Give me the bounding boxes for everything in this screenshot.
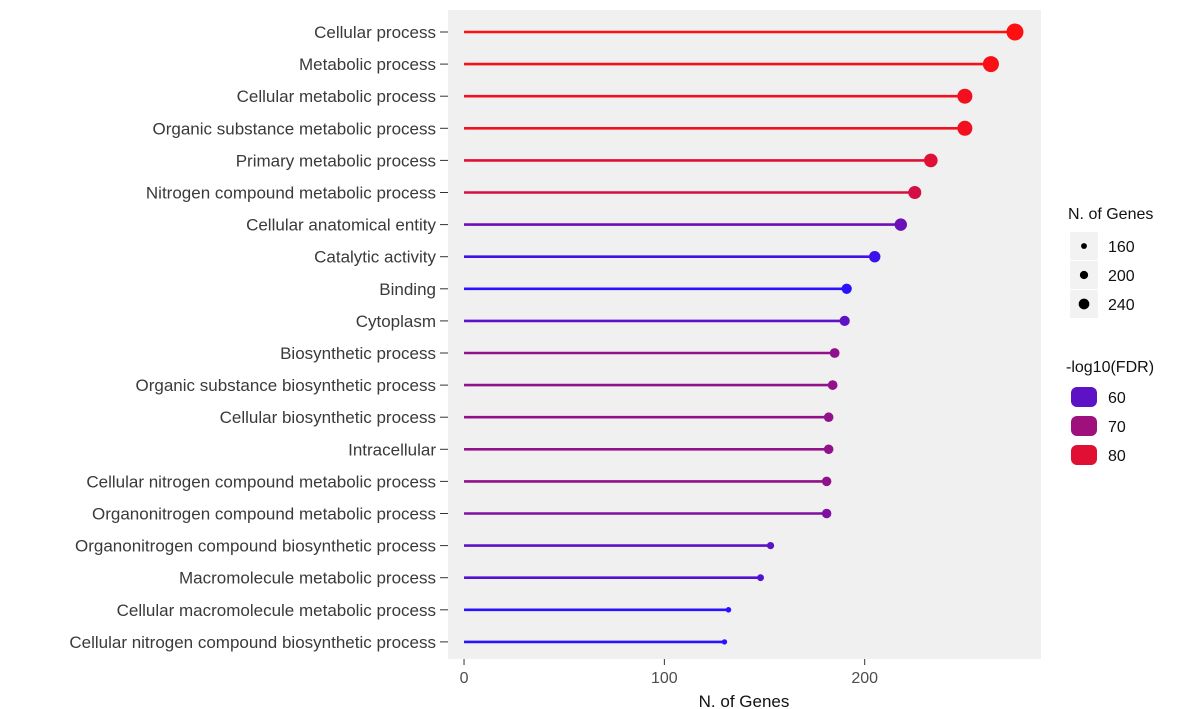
category-label: Cellular nitrogen compound metabolic pro… (86, 472, 436, 491)
lollipop-point (894, 218, 907, 231)
lollipop-point (957, 88, 973, 104)
color-legend-title: -log10(FDR) (1066, 359, 1154, 376)
category-label: Catalytic activity (314, 248, 436, 267)
size-legend-label: 200 (1108, 268, 1135, 285)
lollipop-point (823, 412, 834, 422)
color-legend-label: 70 (1108, 419, 1126, 436)
size-legend-label: 160 (1108, 239, 1135, 256)
lollipop-point (821, 508, 832, 519)
lollipop-point (757, 574, 764, 582)
plot-panel (448, 10, 1041, 659)
size-legend-dot (1079, 270, 1089, 280)
lollipop-point (1006, 23, 1024, 41)
lollipop-point (869, 251, 881, 263)
category-label: Nitrogen compound metabolic process (146, 184, 436, 203)
category-label: Macromolecule metabolic process (179, 569, 436, 588)
lollipop-point (725, 607, 732, 613)
category-label: Cellular macromolecule metabolic process (117, 601, 436, 620)
lollipop-point (721, 639, 728, 645)
category-label: Binding (379, 280, 436, 299)
lollipop-point (923, 153, 938, 168)
category-label: Cellular nitrogen compound biosynthetic … (69, 633, 436, 652)
category-label: Intracellular (348, 440, 436, 459)
category-label: Cellular anatomical entity (246, 216, 436, 235)
size-legend-label: 240 (1108, 297, 1135, 314)
category-label: Cytoplasm (356, 312, 436, 331)
category-label: Organonitrogen compound metabolic proces… (92, 505, 436, 524)
size-legend-dot (1078, 298, 1090, 310)
category-label: Organic substance metabolic process (153, 119, 436, 138)
category-label: Organonitrogen compound biosynthetic pro… (75, 537, 436, 556)
lollipop-point (827, 380, 838, 390)
lollipop-series (464, 23, 1024, 645)
color-legend-label: 60 (1108, 390, 1126, 407)
size-legend-title: N. of Genes (1068, 206, 1153, 223)
size-legend: N. of Genes 160 200 240 (1068, 206, 1153, 318)
category-label: Biosynthetic process (280, 344, 436, 363)
lollipop-point (823, 444, 834, 455)
color-legend: -log10(FDR) 60 70 80 (1066, 359, 1154, 465)
lollipop-point (908, 186, 922, 199)
x-axis: 0 100 200 (460, 659, 878, 687)
lollipop-point (841, 283, 852, 294)
x-axis-title: N. of Genes (699, 692, 790, 709)
color-legend-label: 80 (1108, 448, 1126, 465)
lollipop-point (957, 120, 973, 136)
lollipop-point (821, 476, 832, 487)
lollipop-point (829, 348, 840, 358)
category-label: Cellular metabolic process (237, 87, 436, 106)
category-label: Organic substance biosynthetic process (136, 376, 437, 395)
lollipop-point (766, 541, 775, 550)
category-axis: Cellular process Metabolic process Cellula… (69, 23, 448, 652)
x-tick-label: 100 (651, 670, 678, 687)
x-tick-label: 0 (460, 670, 469, 687)
x-tick-label: 200 (851, 670, 878, 687)
category-label: Cellular process (314, 23, 436, 42)
category-label: Metabolic process (299, 55, 436, 74)
category-label: Cellular biosynthetic process (220, 408, 436, 427)
lollipop-point (982, 56, 999, 73)
category-label: Primary metabolic process (236, 151, 436, 170)
lollipop-point (839, 315, 850, 326)
size-legend-dot (1081, 243, 1087, 249)
